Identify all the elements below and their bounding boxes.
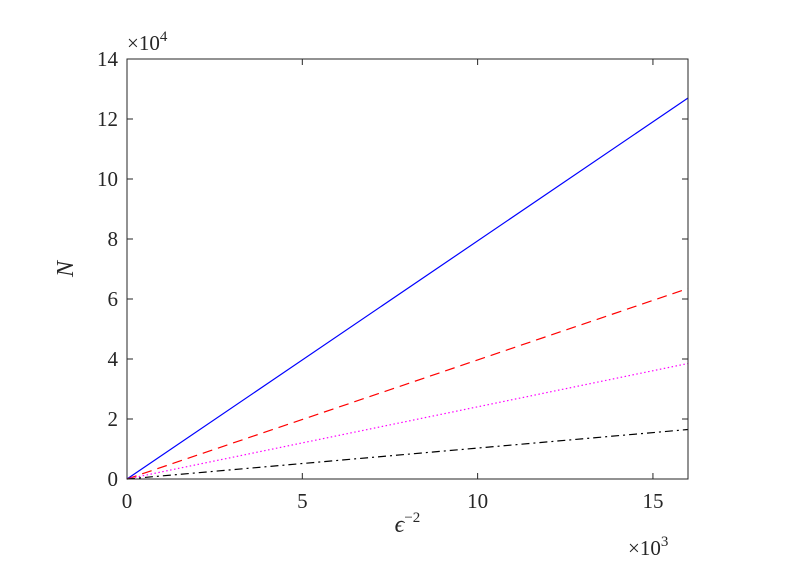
x-axis-label: ϵ−2 — [395, 510, 421, 538]
y-tick-label: 10 — [97, 167, 118, 191]
x-multiplier-exponent: 3 — [661, 534, 669, 550]
x-axis-label-exponent: −2 — [404, 510, 420, 526]
y-tick-label: 6 — [108, 287, 119, 311]
x-axis-label-base: ϵ — [395, 512, 406, 538]
y-tick-label: 12 — [97, 107, 118, 131]
ticks-layer: 0 5 10 15 0 2 4 6 8 10 12 14 — [97, 47, 688, 513]
y-tick-label: 2 — [108, 407, 119, 431]
y-tick-label: 4 — [108, 347, 119, 371]
series-layer — [126, 97, 689, 480]
y-multiplier-exponent: 4 — [160, 29, 168, 45]
x-multiplier-base: ×10 — [628, 536, 661, 560]
x-tick-label: 5 — [297, 489, 308, 513]
x-tick-label: 15 — [642, 489, 663, 513]
series-line-dashed — [126, 287, 689, 480]
y-multiplier-base: ×10 — [127, 31, 160, 55]
x-tick-label: 10 — [467, 489, 488, 513]
y-axis-label: N — [53, 259, 79, 278]
series-line-dotted — [126, 362, 689, 480]
x-axis-multiplier: ×103 — [628, 534, 668, 560]
series-line-solid — [126, 97, 689, 480]
y-tick-label: 0 — [108, 467, 119, 491]
y-tick-label: 14 — [97, 47, 119, 71]
y-tick-label: 8 — [108, 227, 119, 251]
series-line-dashdot — [126, 428, 689, 480]
x-tick-label: 0 — [122, 489, 133, 513]
y-axis-multiplier: ×104 — [127, 29, 168, 55]
plot-area-frame — [126, 58, 689, 480]
